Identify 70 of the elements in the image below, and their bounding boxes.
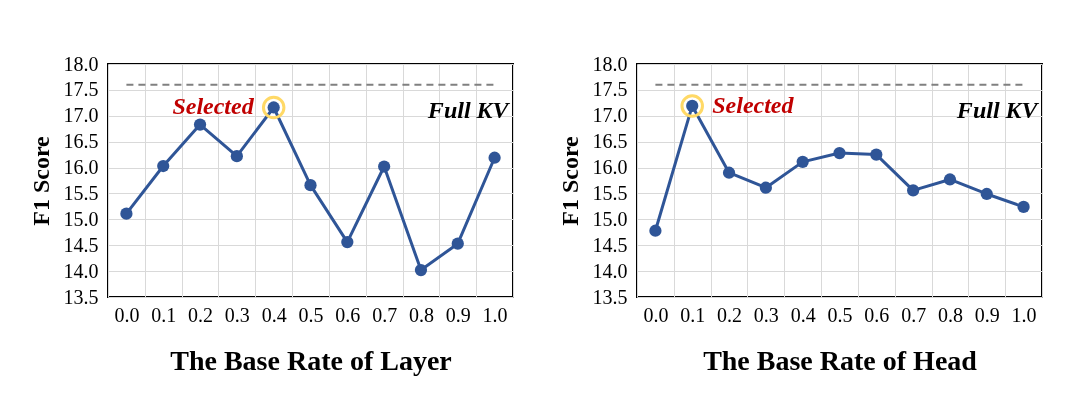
point <box>907 184 920 197</box>
point <box>157 159 170 173</box>
x-tick-label: 1.0 <box>482 303 508 326</box>
y-tick-label: 17.0 <box>63 104 99 127</box>
point <box>304 179 317 192</box>
x-tick-label: 0.5 <box>827 303 853 326</box>
y-tick-label: 16.5 <box>63 130 99 153</box>
y-tick-label: 14.0 <box>592 259 628 282</box>
y-tick-label: 14.0 <box>63 259 99 282</box>
point <box>759 181 772 194</box>
y-tick-label: 15.5 <box>63 181 99 204</box>
x-tick-label: 0.8 <box>408 303 434 326</box>
y-axis-title: F1 Score <box>27 135 54 226</box>
annotation: Selected <box>712 91 795 118</box>
y-tick-label: 15.0 <box>592 207 628 230</box>
point <box>1017 200 1030 214</box>
point <box>193 118 207 131</box>
x-tick-label: 0.7 <box>372 303 398 326</box>
y-tick-label: 16.5 <box>592 130 628 153</box>
x-tick-label: 0.2 <box>188 303 214 326</box>
x-tick-label: 0.8 <box>937 303 963 326</box>
point <box>870 148 883 161</box>
point <box>230 150 243 163</box>
point <box>488 151 501 164</box>
point <box>341 236 354 249</box>
x-tick-label: 0.6 <box>864 303 890 326</box>
y-tick-label: 14.5 <box>63 233 99 256</box>
x-tick-label: 0.4 <box>261 303 287 326</box>
annotation: Selected <box>172 93 255 120</box>
x-tick-label: 0.6 <box>335 303 361 326</box>
x-axis-title: The Base Rate of Head <box>703 344 978 376</box>
y-tick-label: 13.5 <box>592 285 628 308</box>
x-tick-label: 0.4 <box>790 303 816 326</box>
y-tick-label: 16.0 <box>63 156 99 179</box>
x-tick-label: 0.0 <box>643 303 669 326</box>
ref-line-label: Full KV <box>426 96 511 123</box>
point <box>649 224 662 237</box>
point <box>120 207 133 220</box>
x-tick-label: 0.0 <box>114 303 140 326</box>
x-tick-label: 0.7 <box>901 303 927 326</box>
x-tick-label: 0.9 <box>445 303 471 326</box>
y-axis-title: F1 Score <box>556 135 583 226</box>
y-tick-label: 17.5 <box>63 78 99 101</box>
y-tick-label: 17.5 <box>592 78 628 101</box>
x-tick-label: 0.1 <box>151 303 177 326</box>
y-tick-label: 15.0 <box>63 207 99 230</box>
y-tick-label: 16.0 <box>592 156 628 179</box>
point <box>722 166 736 179</box>
y-tick-label: 15.5 <box>592 181 628 204</box>
x-tick-label: 0.1 <box>680 303 706 326</box>
point <box>980 187 993 201</box>
x-tick-label: 0.2 <box>717 303 743 326</box>
x-tick-label: 1.0 <box>1011 303 1037 326</box>
x-tick-label: 0.3 <box>753 303 779 326</box>
y-tick-label: 13.5 <box>63 285 99 308</box>
ref-line-label: Full KV <box>955 96 1040 123</box>
x-tick-label: 0.9 <box>974 303 1000 326</box>
y-tick-label: 18.0 <box>592 52 628 75</box>
point <box>833 146 846 160</box>
x-tick-label: 0.5 <box>298 303 324 326</box>
y-tick-label: 17.0 <box>592 104 628 127</box>
point <box>943 173 957 186</box>
y-tick-label: 18.0 <box>63 52 99 75</box>
point <box>414 263 428 277</box>
point <box>451 237 464 250</box>
point <box>796 155 809 168</box>
x-axis-title: The Base Rate of Layer <box>170 344 452 376</box>
y-tick-label: 14.5 <box>592 233 628 256</box>
point <box>378 160 391 173</box>
x-tick-label: 0.3 <box>224 303 250 326</box>
